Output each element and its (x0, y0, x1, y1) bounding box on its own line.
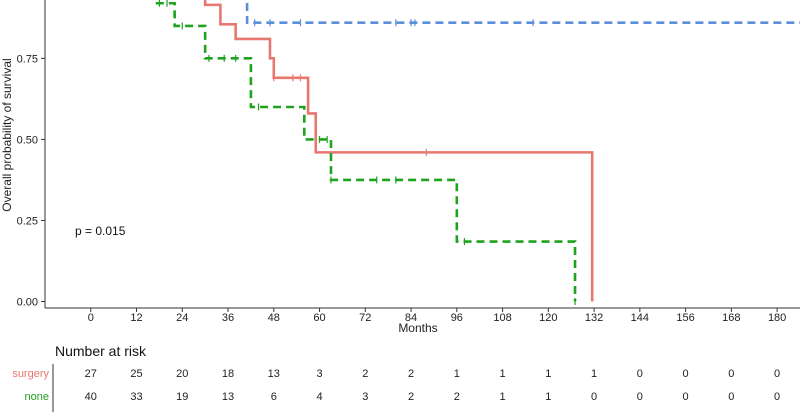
risk-count-surgery: 18 (222, 368, 234, 380)
risk-count-none: 0 (774, 391, 780, 403)
x-tick-label: 24 (176, 312, 188, 324)
risk-count-surgery: 2 (408, 368, 414, 380)
risk-count-surgery: 0 (637, 368, 643, 380)
risk-count-none: 2 (408, 391, 414, 403)
x-tick-label: 120 (539, 312, 557, 324)
x-axis-title: Months (398, 321, 437, 335)
risk-count-surgery: 1 (591, 368, 597, 380)
risk-count-none: 6 (271, 391, 277, 403)
y-tick-label: 0.25 (17, 215, 38, 227)
y-axis-title-group: Overall probability of survival (0, 58, 14, 211)
risk-count-none: 1 (500, 391, 506, 403)
x-tick-label: 156 (676, 312, 694, 324)
x-tick-label: 108 (493, 312, 511, 324)
risk-count-surgery: 13 (268, 368, 280, 380)
risk-count-surgery: 2 (362, 368, 368, 380)
risk-count-none: 0 (728, 391, 734, 403)
risk-count-surgery: 25 (130, 368, 142, 380)
risk-count-none: 0 (591, 391, 597, 403)
x-tick-label: 0 (88, 312, 94, 324)
survival-curve-surgery (203, 0, 594, 302)
x-tick-label: 36 (222, 312, 234, 324)
risk-count-none: 3 (362, 391, 368, 403)
y-tick-label: 0.00 (17, 297, 38, 309)
survival-curve-none (154, 0, 577, 302)
x-tick-label: 60 (313, 312, 325, 324)
risk-group-label-none: none (25, 391, 49, 403)
x-tick-label: 48 (268, 312, 280, 324)
risk-count-none: 0 (637, 391, 643, 403)
risk-count-none: 19 (176, 391, 188, 403)
risk-count-none: 13 (222, 391, 234, 403)
x-tick-label: 180 (768, 312, 786, 324)
series-none (154, 0, 577, 306)
x-tick-label: 144 (631, 312, 649, 324)
risk-table-title: Number at risk (55, 343, 147, 359)
p-value-annotation: p = 0.015 (75, 224, 126, 238)
axes: 0.00 0.25 0.50 0.75 0 12 24 36 48 60 72 84 96 108 120 1… (17, 0, 800, 324)
series-radiation (245, 0, 800, 27)
y-axis-title: Overall probability of survival (0, 58, 14, 211)
risk-count-surgery: 3 (316, 368, 322, 380)
risk-count-surgery: 0 (774, 368, 780, 380)
x-tick-label: 12 (130, 312, 142, 324)
y-tick-label: 0.50 (17, 134, 38, 146)
risk-count-surgery: 1 (500, 368, 506, 380)
y-tick-label: 0.75 (17, 53, 38, 65)
x-tick-label: 132 (585, 312, 603, 324)
risk-count-surgery: 27 (85, 368, 97, 380)
risk-count-none: 0 (683, 391, 689, 403)
x-tick-label: 96 (451, 312, 463, 324)
risk-count-surgery: 1 (545, 368, 551, 380)
risk-count-surgery: 0 (728, 368, 734, 380)
risk-count-none: 40 (85, 391, 97, 403)
risk-count-surgery: 20 (176, 368, 188, 380)
series-surgery (203, 0, 594, 302)
risk-count-surgery: 1 (454, 368, 460, 380)
risk-count-none: 2 (454, 391, 460, 403)
x-tick-label: 168 (722, 312, 740, 324)
survival-curve-radiation (245, 0, 800, 24)
risk-group-label-surgery: surgery (12, 368, 49, 380)
x-tick-label: 72 (359, 312, 371, 324)
risk-count-surgery: 0 (683, 368, 689, 380)
risk-count-none: 1 (545, 391, 551, 403)
risk-count-none: 4 (316, 391, 322, 403)
risk-count-none: 33 (130, 391, 142, 403)
x-tick-label: 84 (405, 312, 417, 324)
